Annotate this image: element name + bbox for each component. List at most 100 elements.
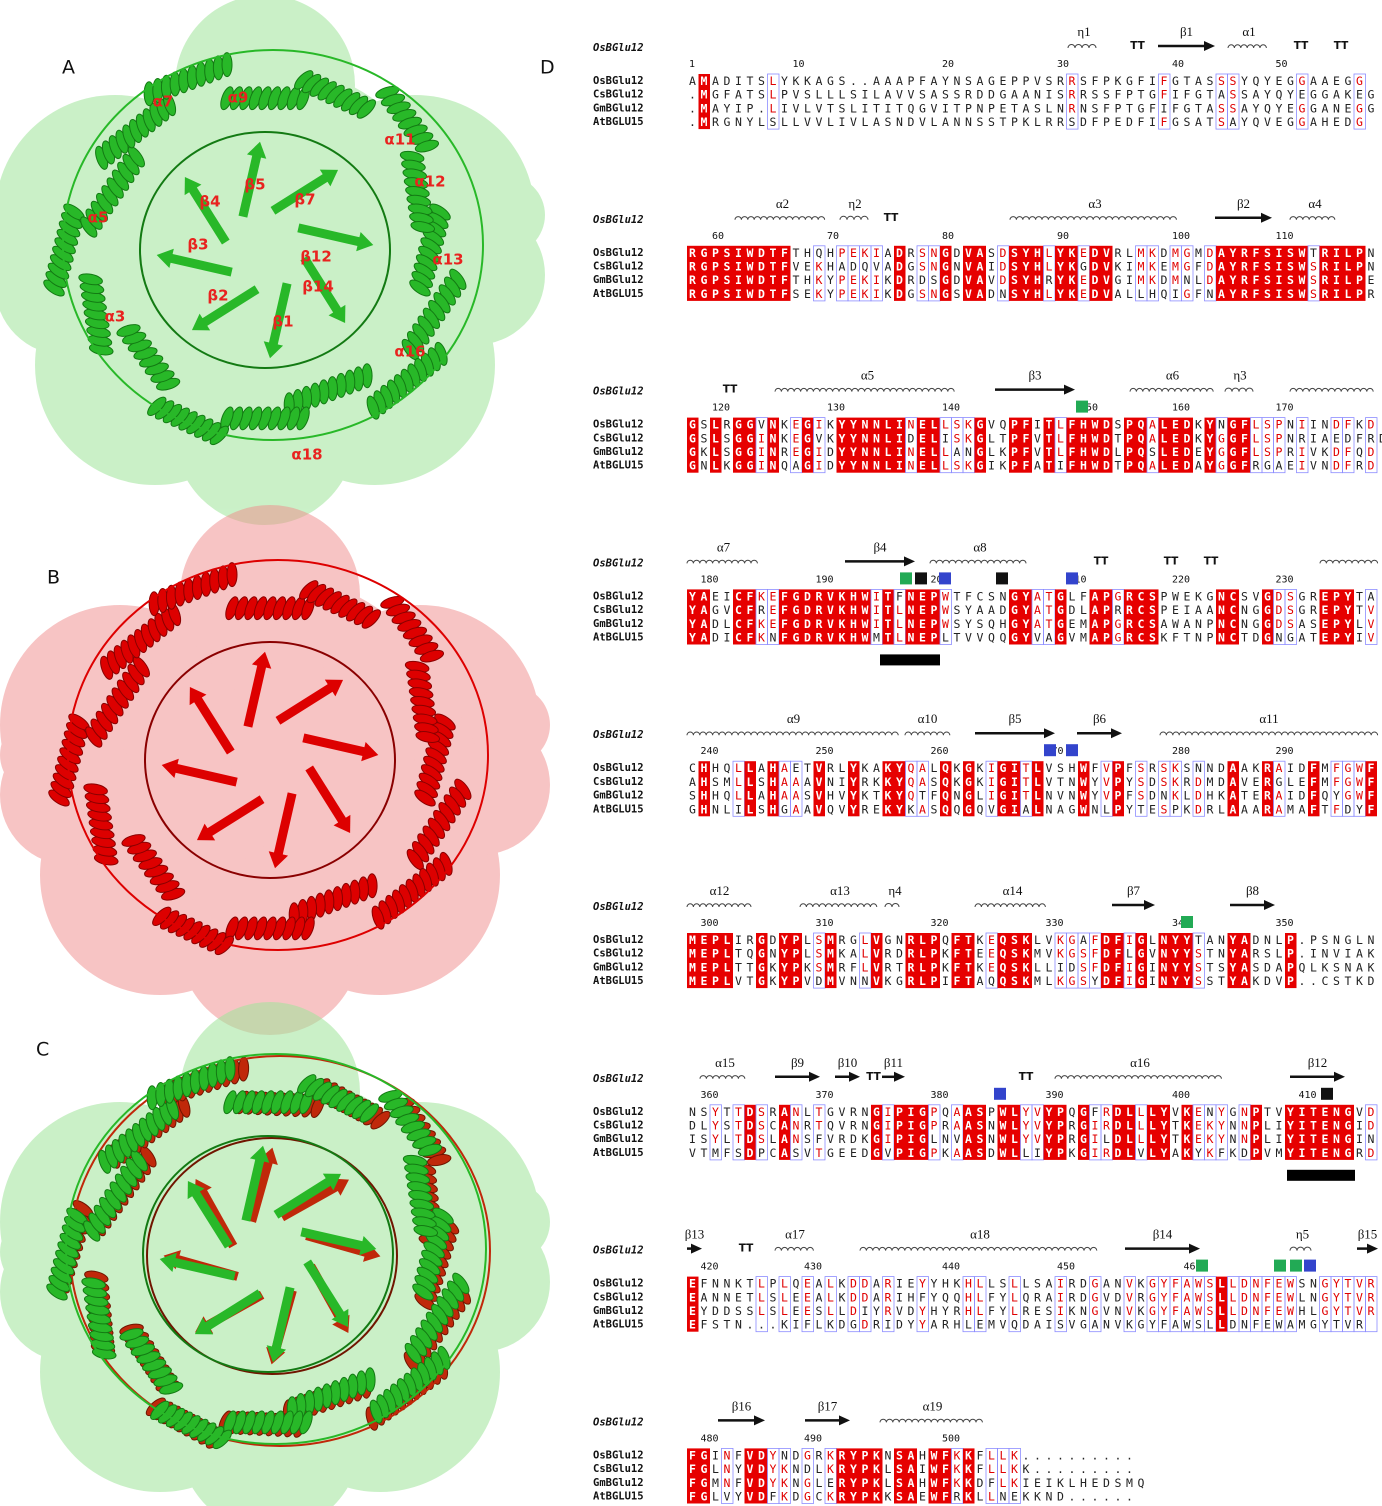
residue: N xyxy=(1253,1290,1260,1304)
residue: A xyxy=(793,788,800,802)
residue: W xyxy=(1287,1290,1294,1304)
residue: W xyxy=(931,1475,938,1489)
residue: F xyxy=(689,1489,696,1503)
residue: K xyxy=(781,431,788,445)
residue: Q xyxy=(1000,974,1007,988)
residue: Y xyxy=(839,445,846,459)
ss-label: β11 xyxy=(884,1055,903,1070)
residue: G xyxy=(1172,115,1179,129)
residue: G xyxy=(1000,87,1007,101)
residue: Y xyxy=(1046,1104,1053,1118)
residue: I xyxy=(1184,603,1191,617)
residue: D xyxy=(1080,1276,1087,1290)
residue: V xyxy=(816,761,823,775)
residue: M xyxy=(689,946,696,960)
residue: . xyxy=(1034,1462,1041,1476)
residue: G xyxy=(701,1475,708,1489)
residue: G xyxy=(689,802,696,816)
residue: D xyxy=(862,1290,869,1304)
residue: R xyxy=(1322,259,1329,273)
residue: N xyxy=(873,417,880,431)
residue: I xyxy=(1356,630,1363,644)
residue: Y xyxy=(1333,1290,1340,1304)
structure-label: α3 xyxy=(105,308,126,326)
residue: T xyxy=(1345,1276,1352,1290)
residue: T xyxy=(793,273,800,287)
residue: H xyxy=(1034,286,1041,300)
strand-head xyxy=(754,1415,765,1425)
residue: Y xyxy=(1230,259,1237,273)
residue: L xyxy=(1115,445,1122,459)
residue: L xyxy=(1276,933,1283,947)
residue: L xyxy=(827,1276,834,1290)
residue: L xyxy=(770,1132,777,1146)
residue: K xyxy=(1356,417,1363,431)
helix-symbol xyxy=(840,216,868,219)
residue: Q xyxy=(1161,286,1168,300)
residue: S xyxy=(1011,286,1018,300)
residue: P xyxy=(896,1132,903,1146)
residue: H xyxy=(965,1290,972,1304)
residue: Y xyxy=(908,1317,915,1331)
residue: Y xyxy=(1333,1276,1340,1290)
residue: H xyxy=(1207,788,1214,802)
residue: D xyxy=(1368,1104,1375,1118)
residue: Y xyxy=(1046,1132,1053,1146)
residue: L xyxy=(1356,933,1363,947)
residue: G xyxy=(1149,87,1156,101)
residue: V xyxy=(1333,946,1340,960)
residue: S xyxy=(1011,245,1018,259)
residue: N xyxy=(908,630,915,644)
residue: P xyxy=(1333,589,1340,603)
residue: R xyxy=(1299,431,1306,445)
residue: E xyxy=(701,946,708,960)
residue: H xyxy=(804,245,811,259)
position-number: 320 xyxy=(931,918,949,929)
residue: R xyxy=(1368,1304,1375,1318)
residue: G xyxy=(977,458,984,472)
residue: N xyxy=(724,1276,731,1290)
residue: T xyxy=(1115,458,1122,472)
residue: L xyxy=(1057,431,1064,445)
residue: L xyxy=(896,616,903,630)
residue: V xyxy=(988,802,995,816)
residue: S xyxy=(758,774,765,788)
residue: R xyxy=(942,1118,949,1132)
residue: D xyxy=(804,589,811,603)
ss-label: α7 xyxy=(717,539,731,554)
residue: Y xyxy=(850,458,857,472)
residue: L xyxy=(1046,101,1053,115)
residue: K xyxy=(942,960,949,974)
residue: R xyxy=(1103,1118,1110,1132)
residue: E xyxy=(689,1276,696,1290)
residue: D xyxy=(896,286,903,300)
residue: P xyxy=(1011,74,1018,88)
turn-label: TT xyxy=(723,384,738,396)
residue: E xyxy=(919,630,926,644)
residue: L xyxy=(885,445,892,459)
residue: F xyxy=(1115,960,1122,974)
structure-label: β12 xyxy=(300,248,332,266)
residue: P xyxy=(1126,87,1133,101)
residue: W xyxy=(747,259,754,273)
site-marker xyxy=(1044,744,1056,756)
residue: E xyxy=(1172,458,1179,472)
residue: D xyxy=(988,286,995,300)
residue: E xyxy=(1299,87,1306,101)
residue: S xyxy=(1207,74,1214,88)
residue: . xyxy=(1046,1462,1053,1476)
position-number: 70 xyxy=(827,231,839,242)
residue: Q xyxy=(1000,960,1007,974)
residue: N xyxy=(770,417,777,431)
residue: K xyxy=(701,445,708,459)
residue: E xyxy=(1195,445,1202,459)
residue: L xyxy=(781,1304,788,1318)
residue: R xyxy=(816,603,823,617)
residue: E xyxy=(1333,74,1340,88)
residue: E xyxy=(1356,87,1363,101)
residue: F xyxy=(747,616,754,630)
residue: N xyxy=(977,101,984,115)
residue: V xyxy=(885,1145,892,1159)
residue: D xyxy=(1115,1132,1122,1146)
residue: R xyxy=(839,1475,846,1489)
